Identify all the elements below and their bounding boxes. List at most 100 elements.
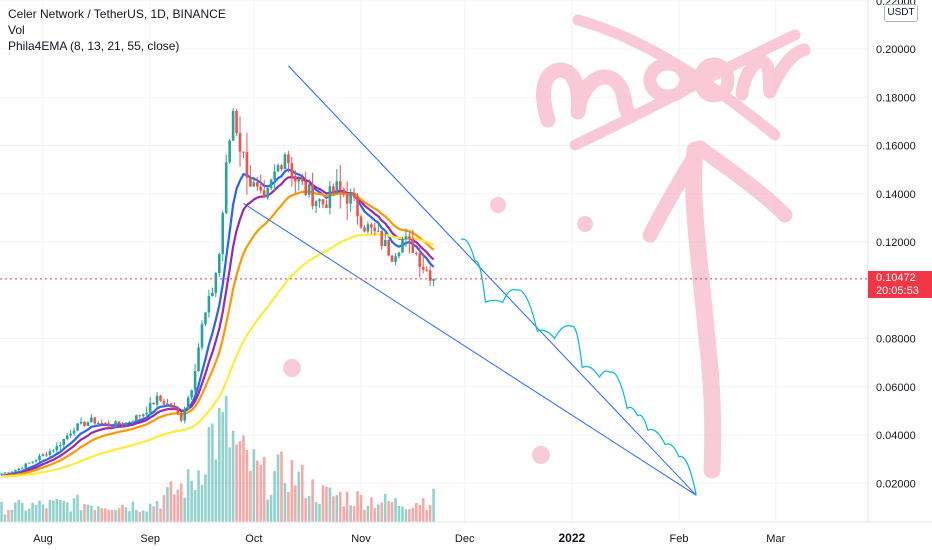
candle [204, 312, 207, 326]
volume-bar [345, 491, 349, 522]
candle-body [325, 204, 328, 208]
doodle-moon-o2 [693, 57, 735, 103]
candle [304, 171, 307, 197]
candle [107, 420, 110, 429]
volume-bars [0, 395, 435, 522]
volume-bar [376, 504, 380, 522]
candle-body [166, 403, 169, 405]
y-tick-label: 0.04000 [876, 430, 916, 442]
candle [90, 414, 93, 423]
candle [387, 239, 390, 257]
candle-body [190, 390, 193, 398]
volume-bar [290, 460, 294, 522]
last-price-value: 0.10472 [876, 272, 916, 284]
volume-bar [107, 509, 110, 522]
candle-body [266, 188, 269, 198]
candle [3, 472, 7, 474]
ema-indicator-label[interactable]: Phila4EMA (8, 13, 21, 55, close) [8, 39, 180, 53]
candle [148, 396, 152, 416]
candle-body [314, 201, 318, 207]
candle-body [110, 426, 114, 428]
candle-body [169, 403, 173, 407]
candle [342, 187, 346, 198]
volume-bar [262, 456, 266, 522]
candle-body [397, 252, 401, 257]
candle [17, 467, 21, 473]
candle [418, 245, 422, 278]
bar-countdown: 20:05:53 [876, 285, 919, 297]
candle-body [197, 347, 200, 372]
candle-body [366, 224, 370, 232]
volume-bar [332, 496, 335, 522]
candle [211, 287, 214, 297]
volume-bar [235, 444, 238, 522]
candle-body [17, 468, 21, 470]
x-tick-label: Oct [245, 533, 262, 545]
volume-bar [117, 508, 121, 522]
candle-body [342, 189, 346, 195]
ema-21-line [1, 190, 435, 478]
volume-bar [121, 504, 124, 522]
candle [252, 176, 256, 188]
symbol-title[interactable]: Celer Network / TetherUS, 1D, BINANCE [8, 7, 226, 21]
candle [245, 132, 249, 195]
volume-bar [359, 494, 363, 522]
candle-body [228, 140, 231, 163]
candle-body [249, 177, 252, 187]
candle-body [276, 165, 280, 172]
candle-body [124, 422, 128, 426]
doodle-arrow-left [642, 140, 708, 243]
candle-body [145, 412, 148, 415]
candle-body [345, 194, 349, 204]
candle [217, 252, 221, 277]
candle [380, 230, 384, 250]
volume-bar [300, 464, 304, 522]
candle [10, 471, 14, 474]
x-tick-label: 2022 [558, 531, 585, 545]
candle [425, 266, 428, 272]
volume-bar [114, 509, 117, 522]
candle-body [259, 186, 263, 191]
volume-bar [3, 514, 7, 522]
volume-bar [83, 504, 86, 522]
volume-bar [269, 494, 273, 522]
volume-bar [387, 501, 390, 522]
candle [193, 364, 197, 394]
candle [169, 402, 173, 411]
volume-bar [38, 500, 41, 522]
candle-body [72, 430, 76, 434]
volume-indicator-label[interactable]: Vol [8, 23, 25, 37]
doodle-cross-2 [569, 29, 801, 151]
candle [45, 451, 48, 457]
volume-bar [276, 454, 280, 522]
candle-body [294, 175, 297, 182]
candle [300, 174, 304, 186]
candle-body [38, 455, 41, 461]
y-tick-label: 0.14000 [876, 189, 916, 201]
volume-bar [148, 503, 152, 522]
candle [190, 389, 193, 400]
currency-selector[interactable]: USDT [884, 4, 918, 22]
volume-bar [280, 451, 283, 522]
candle-body [204, 312, 207, 325]
wedge-upper-line [288, 65, 697, 496]
candle-body [90, 417, 93, 423]
candle-body [287, 154, 290, 164]
candle-body [193, 371, 197, 391]
candle-body [131, 421, 135, 423]
candle [238, 116, 242, 167]
candle-body [214, 273, 218, 293]
time-axis: Aug Sep Oct Nov Dec 2022 Feb Mar [0, 521, 932, 545]
candle-body [280, 165, 283, 170]
candle-body [69, 433, 72, 436]
candle-body [262, 190, 266, 198]
candle [276, 163, 280, 172]
volume-bar [397, 505, 401, 522]
volume-bar [152, 506, 155, 522]
candle-body [231, 110, 235, 141]
candle-body [401, 238, 404, 253]
volume-bar [103, 508, 107, 522]
candle [318, 198, 321, 208]
candle [24, 463, 28, 471]
